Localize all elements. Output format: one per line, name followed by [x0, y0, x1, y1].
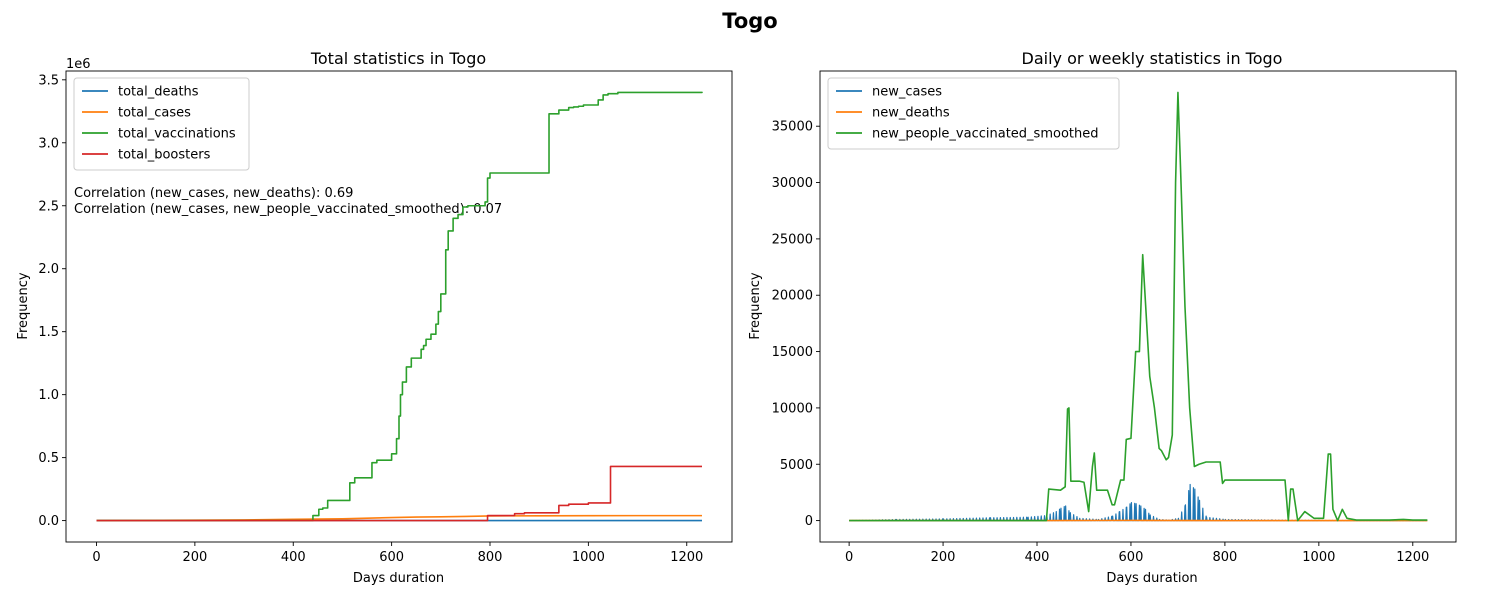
- correlation-annotation-2: Correlation (new_cases, new_people_vacci…: [74, 202, 502, 217]
- plot-area: [848, 91, 1428, 522]
- legend: total_deaths total_cases total_vaccination…: [73, 77, 250, 171]
- series-line-new_people_vaccinated_smoothed: [849, 91, 1428, 522]
- legend-label: new_cases: [872, 85, 942, 100]
- y-axis-label: Frequency: [16, 272, 31, 339]
- y-tick-label: 2.5: [38, 199, 59, 214]
- legend-label: new_deaths: [872, 106, 950, 121]
- legend-label: total_deaths: [118, 85, 199, 100]
- daily-statistics-chart: Daily or weekly statistics in Togo Days …: [748, 49, 1457, 586]
- x-tick-label: 400: [281, 550, 306, 565]
- y-tick-label: 3.0: [38, 136, 59, 151]
- x-tick-label: 1000: [572, 550, 605, 565]
- y-tick-label: 20000: [772, 289, 813, 304]
- chart-title: Total statistics in Togo: [310, 49, 486, 68]
- y-tick-label: 30000: [772, 176, 813, 191]
- legend-label: total_cases: [118, 106, 191, 121]
- y-tick-label: 0.0: [38, 514, 59, 529]
- x-tick-label: 600: [1119, 550, 1144, 565]
- y-tick-label: 1.5: [38, 325, 59, 340]
- x-tick-label: 400: [1025, 550, 1050, 565]
- x-tick-label: 800: [1212, 550, 1237, 565]
- correlation-annotation-1: Correlation (new_cases, new_deaths): 0.6…: [74, 186, 353, 201]
- x-tick-label: 0: [845, 550, 853, 565]
- x-tick-label: 1200: [670, 550, 703, 565]
- axes-frame: [819, 70, 1457, 543]
- axes-frame: [65, 70, 733, 543]
- y-tick-label: 35000: [772, 120, 813, 135]
- x-tick-label: 800: [478, 550, 503, 565]
- legend-box: [73, 77, 250, 171]
- legend-label: new_people_vaccinated_smoothed: [872, 127, 1098, 142]
- y-offset-label: 1e6: [66, 57, 91, 72]
- x-axis-label: Days duration: [353, 571, 444, 586]
- series-line-total_vaccinations: [96, 91, 703, 522]
- x-tick-label: 1200: [1396, 550, 1429, 565]
- x-tick-label: 600: [379, 550, 404, 565]
- total-statistics-chart: Total statistics in Togo Days duration F…: [16, 49, 733, 586]
- y-tick-label: 5000: [780, 458, 813, 473]
- x-tick-label: 1000: [1302, 550, 1335, 565]
- plot-area: [96, 91, 703, 522]
- legend-label: total_vaccinations: [118, 127, 236, 142]
- y-tick-label: 2.0: [38, 262, 59, 277]
- y-tick-label: 15000: [772, 345, 813, 360]
- x-tick-label: 200: [931, 550, 956, 565]
- legend: new_cases new_deaths new_people_vaccinated…: [827, 77, 1120, 150]
- y-tick-label: 1.0: [38, 388, 59, 403]
- y-tick-label: 10000: [772, 401, 813, 416]
- series-line-total_boosters: [96, 465, 702, 522]
- y-tick-label: 0: [805, 514, 813, 529]
- x-axis-label: Days duration: [1106, 571, 1197, 586]
- legend-box: [827, 77, 1120, 150]
- legend-label: total_boosters: [118, 148, 211, 163]
- x-tick-label: 0: [92, 550, 100, 565]
- chart-title: Daily or weekly statistics in Togo: [1022, 49, 1283, 68]
- y-tick-label: 25000: [772, 232, 813, 247]
- y-tick-label: 3.5: [38, 73, 59, 88]
- y-axis-label: Frequency: [748, 272, 763, 339]
- y-tick-label: 0.5: [38, 451, 59, 466]
- x-tick-label: 200: [182, 550, 207, 565]
- figure-title: Togo: [722, 9, 777, 33]
